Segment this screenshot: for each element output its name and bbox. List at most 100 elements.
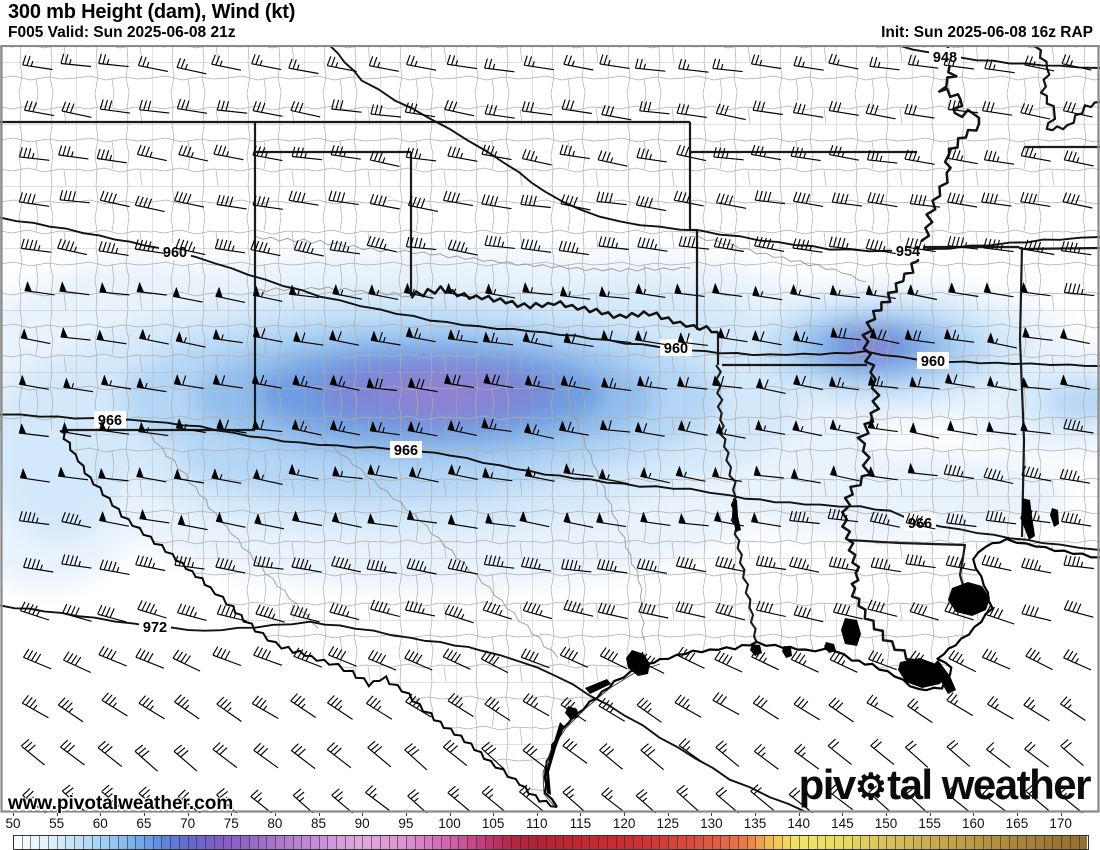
colorbar-cell	[528, 836, 538, 849]
colorbar-cell	[606, 836, 616, 849]
colorbar-cell	[240, 836, 249, 849]
colorbar-tick	[667, 813, 669, 816]
coastline	[59, 429, 1100, 809]
colorbar-cell	[449, 836, 459, 849]
colorbar-cell	[694, 836, 704, 849]
colorbar-tick	[405, 813, 407, 816]
colorbar-cell	[834, 836, 843, 849]
colorbar-cell	[641, 836, 651, 849]
colorbar-cell	[39, 836, 48, 849]
gear-icon: ⚙	[854, 766, 888, 807]
colorbar-cell	[318, 836, 328, 849]
colorbar-cell	[82, 836, 92, 849]
colorbar-cell	[309, 836, 319, 849]
colorbar-cell	[737, 836, 747, 849]
svg-text:948: 948	[933, 50, 957, 66]
colorbar-cell	[327, 836, 337, 849]
colorbar-cell	[746, 836, 756, 849]
colorbar-tick-label: 95	[398, 816, 414, 831]
colorbar-cell	[292, 836, 302, 849]
valid-time-label: F005 Valid: Sun 2025-06-08 21z	[8, 24, 236, 41]
colorbar-tick	[13, 813, 14, 816]
colorbar-cell	[615, 836, 625, 849]
colorbar-tick	[231, 813, 233, 816]
svg-text:966: 966	[908, 516, 932, 532]
colorbar-cell	[729, 836, 738, 849]
colorbar-tick	[362, 813, 364, 816]
colorbar-tick	[886, 813, 887, 816]
colorbar-cell	[781, 836, 791, 849]
colorbar-cell	[720, 836, 730, 849]
colorbar-cell	[764, 836, 773, 849]
colorbar-tick	[624, 813, 626, 816]
colorbar-cell	[388, 836, 398, 849]
colorbar-cell	[440, 836, 450, 849]
colorbar-cell	[344, 836, 354, 849]
colorbar-cell	[187, 836, 197, 849]
county-boundaries	[0, 45, 1100, 807]
colorbar-cell	[930, 836, 939, 849]
colorbar-cell	[999, 836, 1009, 849]
colorbar-cell	[196, 836, 206, 849]
colorbar-cell	[47, 836, 57, 849]
colorbar-tick-label: 160	[962, 816, 985, 831]
colorbar-cell	[807, 836, 817, 849]
colorbar-tick	[493, 813, 495, 816]
colorbar-cell	[371, 836, 380, 849]
init-time-label: Init: Sun 2025-06-08 16z RAP	[881, 24, 1093, 41]
colorbar-cell	[126, 836, 136, 849]
colorbar-cell	[938, 836, 948, 849]
colorbar-cell	[1078, 836, 1088, 849]
colorbar-cell	[659, 836, 669, 849]
colorbar-tick	[973, 813, 975, 816]
colorbar-cell	[982, 836, 992, 849]
colorbar-tick	[449, 813, 451, 816]
svg-text:954: 954	[896, 244, 920, 260]
colorbar-cell	[109, 836, 118, 849]
svg-text:972: 972	[143, 620, 167, 636]
colorbar-tick	[56, 813, 58, 816]
colorbar-tick-label: 55	[49, 816, 65, 831]
colorbar-cell	[1061, 836, 1070, 849]
wind-speed-colorbar: 50 55 60 65 70 75 80 85 90 95 100 105 110 115 120 125 13…	[0, 813, 1100, 850]
colorbar-cell	[14, 836, 22, 849]
colorbar-cell	[406, 836, 415, 849]
colorbar-tick-label: 90	[354, 816, 370, 831]
colorbar-tick-label: 115	[569, 816, 592, 831]
colorbar-tick-label: 150	[874, 816, 898, 831]
colorbar-cell	[1052, 836, 1062, 849]
colorbar-tick	[1016, 813, 1018, 816]
colorbar-cell	[685, 836, 695, 849]
colorbar-cell	[1043, 836, 1053, 849]
colorbar-cell	[91, 836, 101, 849]
colorbar-cell	[676, 836, 686, 849]
colorbar-tick-label: 60	[92, 816, 108, 831]
colorbar-tick-label: 70	[180, 816, 196, 831]
colorbar-cell	[170, 836, 179, 849]
colorbar-tick-label: 135	[743, 816, 767, 831]
colorbar-tick	[798, 813, 800, 816]
pivotal-weather-logo: piv⚙tal weather	[798, 761, 1092, 808]
colorbar-tick-label: 110	[526, 816, 548, 831]
colorbar-cell	[537, 836, 546, 849]
colorbar-cell	[152, 836, 162, 849]
colorbar-cell	[257, 836, 267, 849]
colorbar-tick	[100, 813, 102, 816]
colorbar-cell	[458, 836, 468, 849]
colorbar-cell	[205, 836, 214, 849]
colorbar-cell	[510, 836, 520, 849]
watermark-url: www.pivotalweather.com	[8, 793, 234, 814]
colorbar-tick-label: 65	[136, 816, 152, 831]
colorbar-cell	[475, 836, 485, 849]
colorbar-tick-label: 170	[1049, 816, 1072, 831]
colorbar-cell	[100, 836, 110, 849]
colorbar-cell	[868, 836, 878, 849]
colorbar-cell	[65, 836, 75, 849]
colorbar-cell	[799, 836, 808, 849]
colorbar-cell	[860, 836, 869, 849]
colorbar-cell	[1069, 836, 1079, 849]
colorbar-cell	[633, 836, 642, 849]
colorbar-tick	[187, 813, 189, 816]
colorbar-tick-label: 85	[311, 816, 327, 831]
